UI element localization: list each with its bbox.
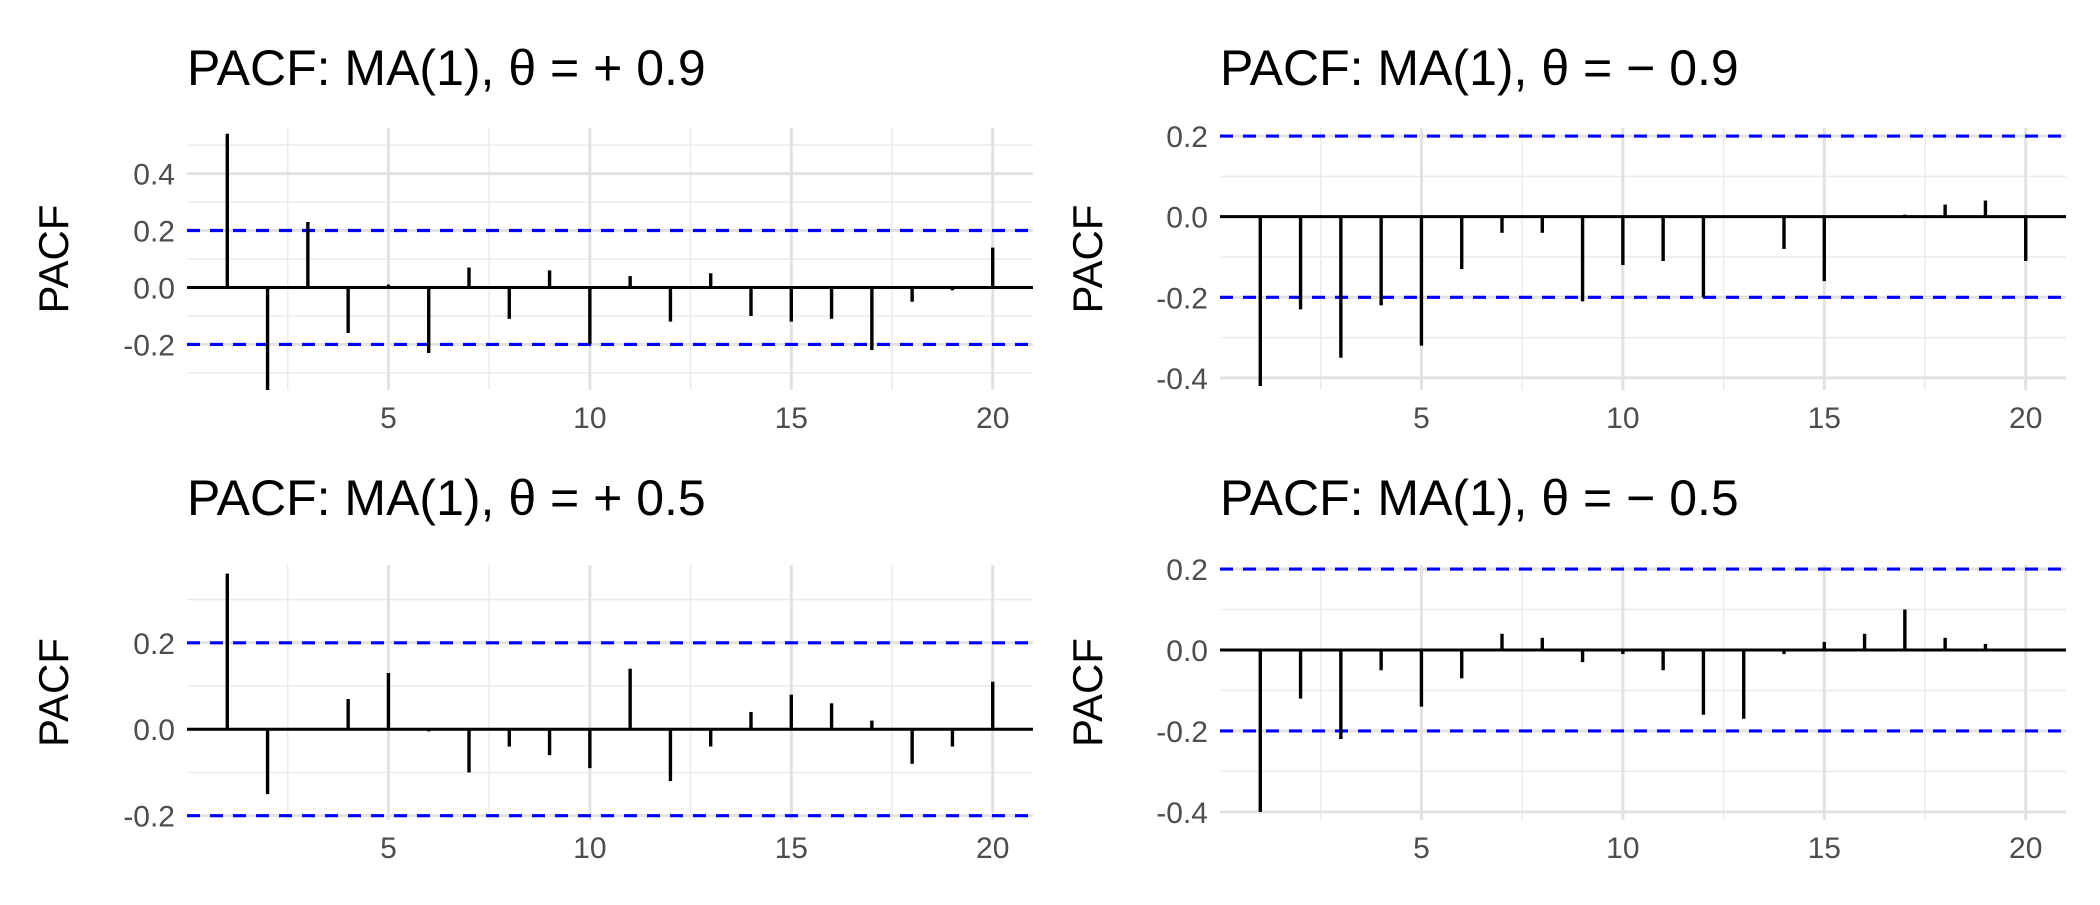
pacf-panel-1: PACF: MA(1), θ = + 0.9 PACF -0.2 0.0 0.2 0.4 5… xyxy=(30,40,1033,435)
y-axis-label: PACF xyxy=(30,205,77,314)
x-tick-label: 15 xyxy=(1808,832,1841,865)
x-tick-label: 15 xyxy=(775,402,808,435)
panel-title: PACF: MA(1), θ = − 0.9 xyxy=(1220,40,1739,96)
x-tick-label: 10 xyxy=(573,832,606,865)
y-tick-label: -0.4 xyxy=(1156,797,1208,830)
x-tick-label: 20 xyxy=(2009,832,2042,865)
x-tick-label: 15 xyxy=(775,832,808,865)
y-axis-label: PACF xyxy=(1064,638,1111,747)
x-tick-label: 10 xyxy=(1606,402,1639,435)
pacf-panel-4: PACF: MA(1), θ = − 0.5 PACF -0.4 -0.2 0.0 0.2… xyxy=(1064,470,2066,865)
x-tick-label: 20 xyxy=(2009,402,2042,435)
y-tick-label: -0.4 xyxy=(1156,363,1208,396)
y-tick-label: -0.2 xyxy=(123,329,175,362)
y-tick-label: 0.0 xyxy=(1166,635,1208,668)
x-tick-label: 5 xyxy=(1413,402,1430,435)
y-axis-label: PACF xyxy=(30,638,77,747)
x-tick-label: 15 xyxy=(1808,402,1841,435)
pacf-panel-3: PACF: MA(1), θ = + 0.5 PACF -0.2 0.0 0.2 5 10 1… xyxy=(30,470,1033,865)
y-tick-label: -0.2 xyxy=(1156,716,1208,749)
y-tick-label: 0.0 xyxy=(133,714,175,747)
y-tick-label: 0.0 xyxy=(133,272,175,305)
x-tick-label: 20 xyxy=(976,832,1009,865)
pacf-panel-2: PACF: MA(1), θ = − 0.9 PACF -0.4 -0.2 0.0 0.2… xyxy=(1064,40,2066,435)
y-tick-label: 0.2 xyxy=(1166,554,1208,587)
y-tick-label: 0.2 xyxy=(1166,121,1208,154)
y-tick-label: 0.2 xyxy=(133,628,175,661)
y-tick-label: 0.4 xyxy=(133,159,175,192)
x-tick-label: 5 xyxy=(380,832,397,865)
x-tick-label: 10 xyxy=(573,402,606,435)
x-tick-label: 10 xyxy=(1606,832,1639,865)
y-axis-label: PACF xyxy=(1064,205,1111,314)
panel-title: PACF: MA(1), θ = + 0.9 xyxy=(187,40,706,96)
x-tick-label: 5 xyxy=(380,402,397,435)
y-tick-label: -0.2 xyxy=(123,801,175,834)
panel-title: PACF: MA(1), θ = + 0.5 xyxy=(187,470,706,526)
x-tick-label: 5 xyxy=(1413,832,1430,865)
x-tick-label: 20 xyxy=(976,402,1009,435)
y-tick-label: 0.0 xyxy=(1166,202,1208,235)
y-tick-label: 0.2 xyxy=(133,216,175,249)
panel-title: PACF: MA(1), θ = − 0.5 xyxy=(1220,470,1739,526)
y-tick-label: -0.2 xyxy=(1156,282,1208,315)
